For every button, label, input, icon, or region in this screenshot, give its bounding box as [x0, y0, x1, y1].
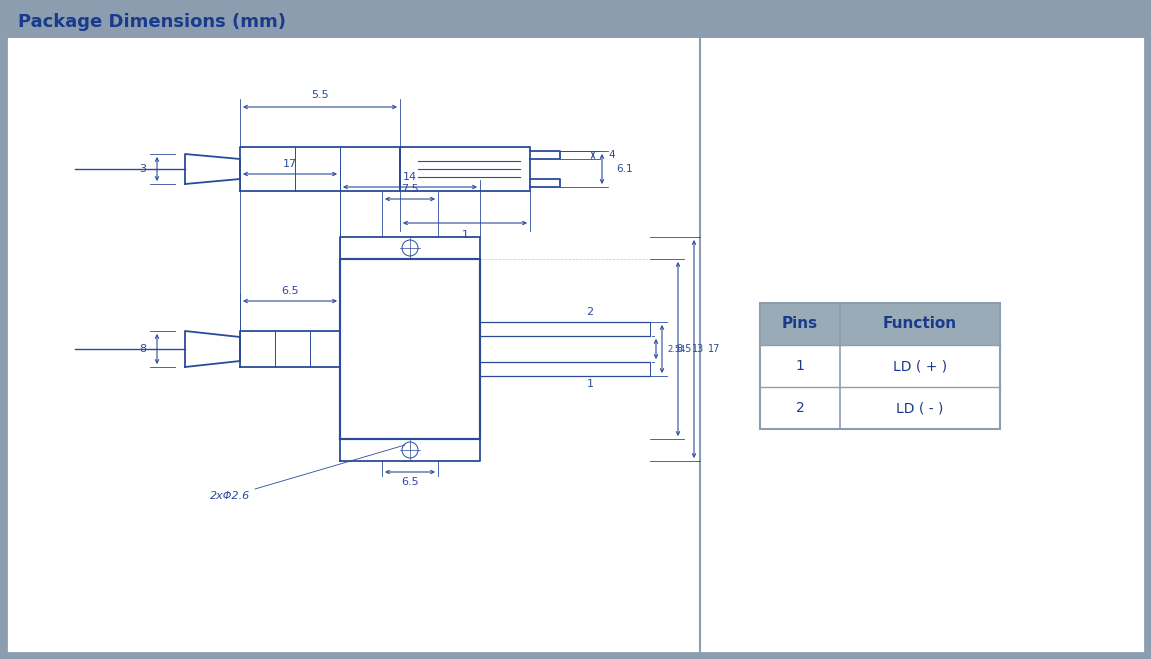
- Text: 2: 2: [587, 307, 594, 317]
- Text: 17: 17: [283, 159, 297, 169]
- Bar: [760, 303, 1000, 429]
- Bar: [760, 387, 1000, 429]
- Text: 13: 13: [692, 344, 704, 354]
- Text: 6.5: 6.5: [402, 477, 419, 487]
- Text: 1: 1: [587, 379, 594, 389]
- Text: 5.5: 5.5: [311, 90, 329, 100]
- Text: 2: 2: [795, 401, 805, 415]
- Text: 8: 8: [139, 344, 146, 354]
- Text: Function: Function: [883, 316, 958, 331]
- Text: 6.1: 6.1: [616, 164, 633, 174]
- Bar: [760, 303, 1000, 345]
- Text: 17: 17: [708, 344, 721, 354]
- Text: LD ( + ): LD ( + ): [893, 359, 947, 373]
- Text: LD ( - ): LD ( - ): [897, 401, 944, 415]
- Bar: [6, 6, 1145, 38]
- Text: 7.5: 7.5: [402, 184, 419, 194]
- Text: 14: 14: [403, 172, 417, 182]
- Text: 2xΦ2.6: 2xΦ2.6: [209, 491, 250, 501]
- Text: Pins: Pins: [782, 316, 818, 331]
- Text: 6.5: 6.5: [281, 286, 299, 296]
- Text: 3: 3: [139, 164, 146, 174]
- Text: 2.54: 2.54: [666, 345, 685, 353]
- Text: 8.5: 8.5: [676, 344, 692, 354]
- Bar: [760, 345, 1000, 387]
- Text: 4: 4: [608, 150, 615, 160]
- Text: 1: 1: [462, 230, 468, 240]
- Text: 1: 1: [795, 359, 805, 373]
- Text: Package Dimensions (mm): Package Dimensions (mm): [18, 13, 285, 31]
